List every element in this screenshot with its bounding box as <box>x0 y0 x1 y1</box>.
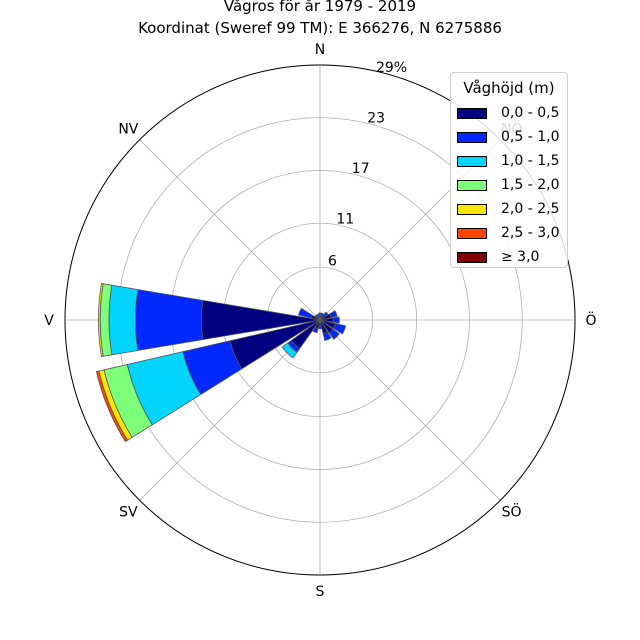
legend-title: Våghöjd (m) <box>463 79 555 97</box>
legend-swatch-1 <box>457 131 487 143</box>
grid-spoke-7 <box>139 139 321 321</box>
sector-11-bin-5 <box>95 370 129 443</box>
legend-swatch-6 <box>457 251 487 263</box>
direction-label-6: Ö <box>585 311 596 329</box>
sector-1-bin-1 <box>320 312 325 318</box>
radial-tick-label-4: 29% <box>376 60 407 76</box>
radial-tick-label-1: 11 <box>336 212 354 228</box>
sector-3-bin-1 <box>329 310 338 318</box>
sector-9-bin-1 <box>312 326 319 334</box>
legend-swatch-4 <box>457 203 487 215</box>
legend-label-6: ≥ 3,0 <box>501 249 540 265</box>
sector-6-bin-1 <box>328 328 340 340</box>
grid-spoke-3 <box>319 319 501 501</box>
sector-7-bin-1 <box>322 331 332 342</box>
legend: Våghöjd (m) 0,0 - 0,5 0,5 - 1,0 1,0 - 1,… <box>450 72 568 268</box>
legend-label-5: 2,5 - 3,0 <box>501 225 560 241</box>
radial-tick-label-2: 17 <box>352 161 370 177</box>
legend-swatch-0 <box>457 107 487 119</box>
legend-item-5: 2,5 - 3,0 <box>457 223 559 243</box>
legend-item-1: 0,5 - 1,0 <box>457 127 559 147</box>
direction-label-4: S <box>316 584 325 600</box>
direction-label-0: N <box>315 42 325 58</box>
plot-frame <box>64 64 576 576</box>
legend-label-4: 2,0 - 2,5 <box>501 201 560 217</box>
sector-0-bin-1 <box>318 312 322 317</box>
legend-swatch-3 <box>457 179 487 191</box>
direction-label-3: SV <box>119 505 138 521</box>
legend-label-2: 1,0 - 1,5 <box>501 153 560 169</box>
legend-swatch-5 <box>457 227 487 239</box>
radial-tick-label-0: 6 <box>328 254 337 270</box>
legend-item-3: 1,5 - 2,0 <box>457 175 559 195</box>
legend-item-0: 0,0 - 0,5 <box>457 103 559 123</box>
sector-15-bin-1 <box>316 313 320 318</box>
legend-label-3: 1,5 - 2,0 <box>501 177 560 193</box>
radial-tick-label-3: 23 <box>367 111 385 127</box>
legend-item-6: ≥ 3,0 <box>457 247 539 267</box>
sector-12-bin-1 <box>134 289 204 351</box>
sector-13-bin-1 <box>298 307 314 319</box>
legend-label-1: 0,5 - 1,0 <box>501 129 560 145</box>
sector-12-bin-2 <box>108 284 139 356</box>
direction-label-2: V <box>44 313 54 329</box>
legend-item-2: 1,0 - 1,5 <box>457 151 559 171</box>
chart-subtitle: Koordinat (Sweref 99 TM): E 366276, N 62… <box>138 19 502 37</box>
sector-5-bin-1 <box>332 323 347 335</box>
legend-item-4: 2,0 - 2,5 <box>457 199 559 219</box>
legend-label-0: 0,0 - 0,5 <box>501 105 560 121</box>
direction-label-5: SÖ <box>502 503 522 521</box>
sector-10-bin-2 <box>281 342 298 359</box>
sector-12-bin-4 <box>98 282 104 358</box>
sector-2-bin-1 <box>323 311 329 317</box>
direction-label-1: NV <box>118 121 138 137</box>
sector-4-bin-1 <box>332 316 340 324</box>
sector-8-bin-1 <box>318 325 322 330</box>
chart-title: Vågros för år 1979 - 2019 <box>223 0 417 15</box>
legend-swatch-2 <box>457 155 487 167</box>
